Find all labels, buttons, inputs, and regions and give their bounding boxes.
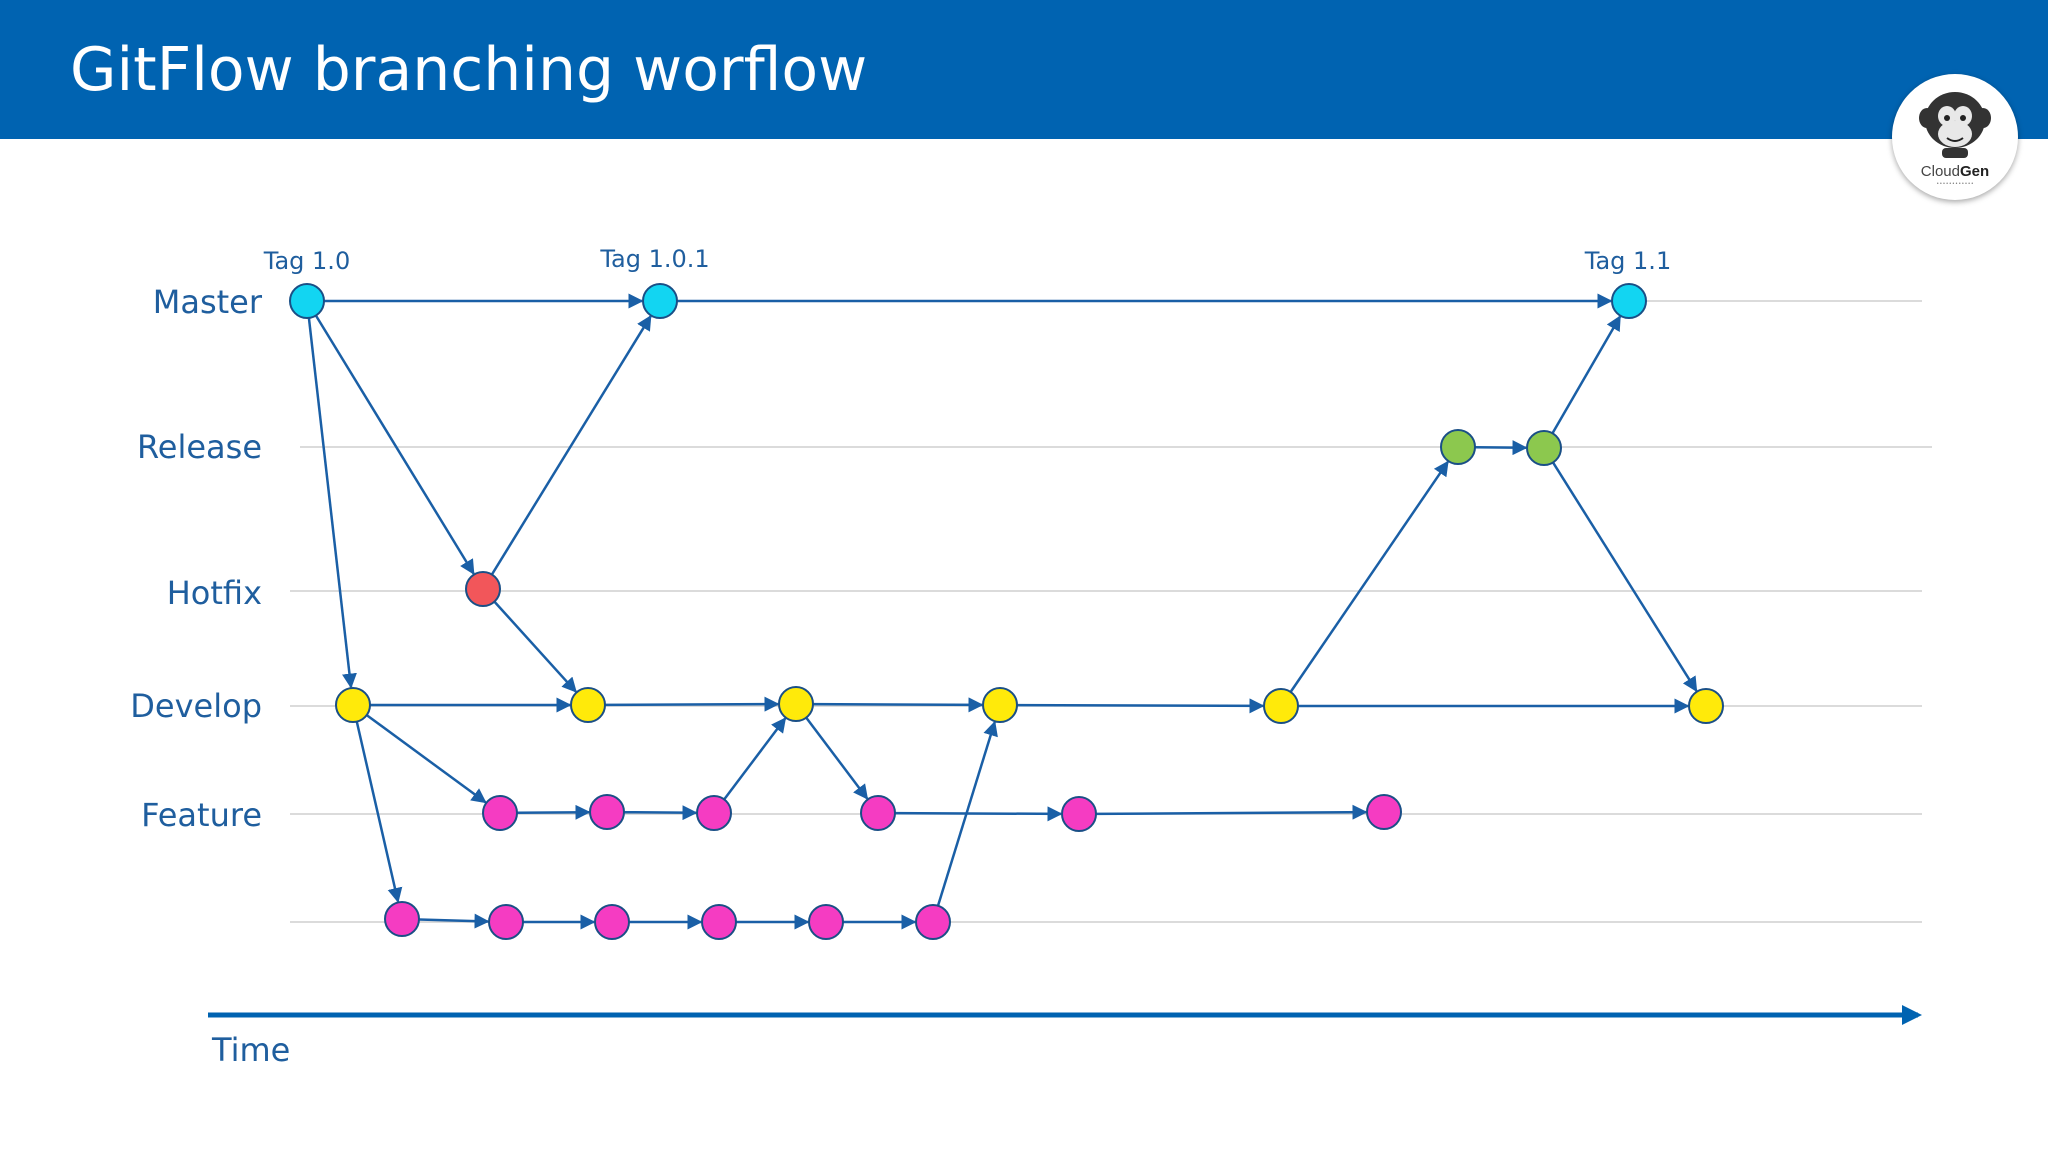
- arrow-h1-to-d2: [493, 600, 577, 693]
- commit-node-feature: [1061, 796, 1097, 832]
- commit-node-feature: [696, 795, 732, 831]
- cloudgen-logo: CloudGen • • • • • • • • • • • •: [1892, 74, 2018, 200]
- commit-node-feature2: [808, 904, 844, 940]
- arrow-h1-to-m2: [490, 315, 652, 576]
- commit-node-feature: [1366, 794, 1402, 830]
- time-axis-label: Time: [212, 1031, 291, 1069]
- commit-node-master: [642, 283, 678, 319]
- arrow-d5-to-r1: [1289, 460, 1449, 693]
- commit-node-hotfix: [465, 571, 501, 607]
- commit-node-feature2: [594, 904, 630, 940]
- arrow-d2-to-d3: [604, 696, 780, 712]
- logo-tagline-mark: • • • • • • • • • • • •: [1936, 181, 1974, 187]
- commit-node-master: [289, 283, 325, 319]
- arrow-r2-to-m3: [1551, 315, 1622, 434]
- arrow-g6-to-d4: [936, 720, 998, 907]
- arrow-f3-to-d3: [723, 717, 787, 801]
- arrow-d1-to-g1: [355, 721, 403, 903]
- arrow-d4-to-d5: [1016, 698, 1265, 714]
- commit-node-develop: [982, 687, 1018, 723]
- lane-label-feature: Feature: [141, 796, 262, 834]
- commit-node-feature2: [701, 904, 737, 940]
- commit-node-develop: [335, 687, 371, 723]
- commit-node-release: [1526, 430, 1562, 466]
- lane-label-develop: Develop: [130, 687, 262, 725]
- commit-node-feature2: [915, 904, 951, 940]
- commit-node-master: [1611, 283, 1647, 319]
- arrow-g1-to-g2: [418, 913, 490, 929]
- commit-node-release: [1440, 429, 1476, 465]
- tag-label-1-0-1: Tag 1.0.1: [600, 245, 710, 273]
- tag-label-1-1: Tag 1.1: [1584, 247, 1672, 275]
- commit-node-develop: [1688, 688, 1724, 724]
- commit-node-develop: [570, 687, 606, 723]
- commit-node-feature: [860, 795, 896, 831]
- arrow-f4-to-f5: [894, 806, 1063, 822]
- tag-label-1-0: Tag 1.0: [263, 247, 351, 275]
- commit-node-feature: [482, 795, 518, 831]
- commit-node-develop: [778, 686, 814, 722]
- commit-node-feature2: [384, 901, 420, 937]
- monkey-logo-icon: [1919, 92, 1991, 158]
- arrow-f2-to-f3: [623, 805, 698, 821]
- logo-name-suffix: Gen: [1960, 163, 1990, 180]
- arrow-r2-to-d6: [1551, 461, 1698, 693]
- commit-node-develop: [1263, 688, 1299, 724]
- header-bar: GitFlow branching worflow: [0, 0, 2048, 139]
- arrow-f5-to-f6: [1095, 804, 1368, 820]
- arrow-m1-to-d1: [307, 317, 357, 689]
- arrow-r1-to-r2: [1474, 440, 1528, 456]
- arrow-f1-to-f2: [516, 804, 591, 820]
- lane-label-hotfix: Hotfix: [166, 574, 262, 612]
- logo-name-prefix: Cloud: [1920, 163, 1960, 180]
- arrow-m1-to-h1: [314, 314, 475, 575]
- commit-node-feature2: [488, 904, 524, 940]
- commit-node-feature: [589, 794, 625, 830]
- page-title: GitFlow branching worflow: [70, 35, 868, 105]
- arrow-d3-to-d4: [812, 697, 984, 713]
- lane-label-release: Release: [136, 428, 262, 466]
- lane-label-master: Master: [152, 283, 262, 321]
- arrow-d3-to-f4: [805, 716, 869, 800]
- arrow-d1-to-f1: [365, 714, 487, 804]
